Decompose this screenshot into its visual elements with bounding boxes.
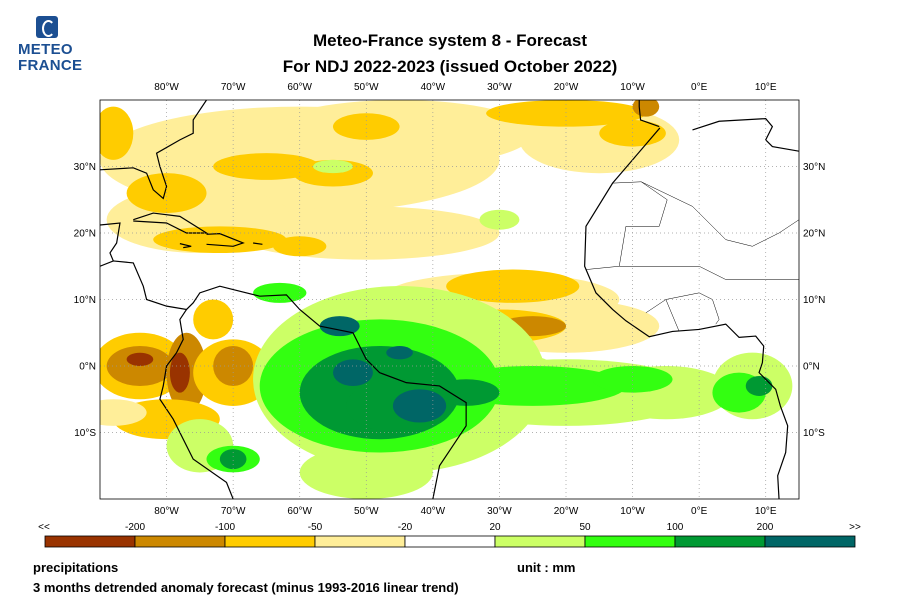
- coastline: [206, 233, 245, 247]
- lat-label-right: 10°N: [803, 295, 825, 306]
- coastline: [584, 127, 789, 499]
- anomaly-region: [219, 449, 247, 470]
- logo-icon: [36, 16, 58, 38]
- legend-swatch: [44, 535, 136, 548]
- lon-label-top: 10°E: [755, 82, 777, 93]
- lon-label-top: 20°W: [554, 82, 579, 93]
- legend-swatch: [224, 535, 316, 548]
- legend-threshold: 50: [579, 522, 591, 533]
- lon-label-bottom: 10°W: [620, 506, 645, 517]
- legend-high-end: >>: [849, 522, 861, 533]
- lat-label-right: 0°N: [803, 362, 820, 373]
- legend-low-end: <<: [38, 522, 50, 533]
- lon-label-bottom: 30°W: [487, 506, 512, 517]
- anomaly-region: [446, 269, 580, 303]
- lat-label-right: 10°S: [803, 428, 825, 439]
- lon-label-bottom: 40°W: [421, 506, 446, 517]
- legend-swatch: [314, 535, 406, 548]
- anomaly-region: [386, 346, 413, 360]
- lon-label-top: 30°W: [487, 82, 512, 93]
- country-border: [619, 266, 799, 280]
- anomaly-region: [392, 389, 447, 423]
- legend-swatch: [134, 535, 226, 548]
- anomaly-region: [253, 282, 307, 303]
- anomaly-region: [432, 379, 500, 406]
- title-line-1: Meteo-France system 8 - Forecast: [313, 31, 587, 50]
- legend-threshold: -20: [398, 522, 413, 533]
- lon-label-top: 40°W: [421, 82, 446, 93]
- legend-swatch: [584, 535, 676, 548]
- coastline: [692, 118, 799, 152]
- lon-label-bottom: 0°E: [691, 506, 708, 517]
- coastline: [133, 212, 209, 234]
- country-border: [641, 181, 799, 247]
- meteo-france-logo: METEO FRANCE: [18, 16, 84, 74]
- anomaly-region: [126, 173, 207, 214]
- lon-label-bottom: 50°W: [354, 506, 379, 517]
- lat-label-left: 10°S: [74, 428, 96, 439]
- legend-threshold: -200: [125, 522, 145, 533]
- legend-threshold: 20: [489, 522, 501, 533]
- anomaly-region: [592, 365, 673, 393]
- legend-swatch: [674, 535, 766, 548]
- lon-label-top: 50°W: [354, 82, 379, 93]
- description-label: 3 months detrended anomaly forecast (min…: [33, 580, 459, 595]
- anomaly-region: [266, 100, 533, 167]
- lon-label-top: 60°W: [287, 82, 312, 93]
- anomaly-region: [213, 346, 254, 386]
- anomaly-region: [126, 352, 154, 367]
- coastline: [159, 309, 234, 499]
- legend-threshold: -100: [215, 522, 235, 533]
- lon-label-bottom: 20°W: [554, 506, 579, 517]
- coastline: [100, 260, 467, 499]
- anomaly-region: [169, 352, 190, 393]
- legend-threshold: 100: [667, 522, 684, 533]
- anomaly-region: [100, 399, 147, 426]
- coastline: [100, 100, 208, 200]
- lon-label-top: 0°E: [691, 82, 708, 93]
- lon-label-bottom: 70°W: [221, 506, 246, 517]
- lon-label-bottom: 80°W: [154, 506, 179, 517]
- anomaly-region: [332, 359, 373, 386]
- lon-label-top: 80°W: [154, 82, 179, 93]
- coastline: [179, 243, 192, 249]
- coastline: [100, 222, 121, 262]
- lat-label-right: 20°N: [803, 229, 825, 240]
- legend-threshold: -50: [308, 522, 323, 533]
- legend-swatch: [764, 535, 856, 548]
- anomaly-region: [100, 106, 134, 160]
- anomaly-region: [332, 113, 400, 140]
- anomaly-region: [486, 100, 646, 127]
- coastline: [638, 100, 660, 128]
- legend-swatch: [404, 535, 496, 548]
- lon-label-bottom: 10°E: [755, 506, 777, 517]
- legend-swatch: [494, 535, 586, 548]
- legend-threshold: 200: [757, 522, 774, 533]
- anomaly-region: [479, 209, 520, 230]
- lat-label-left: 10°N: [74, 295, 96, 306]
- lat-label-left: 20°N: [74, 229, 96, 240]
- lat-label-right: 30°N: [803, 162, 825, 173]
- anomaly-region: [193, 299, 234, 340]
- variable-label: precipitations: [33, 560, 119, 575]
- lat-label-left: 0°N: [79, 362, 96, 373]
- color-legend: << >> -200 -100 -50 -20 20 50 100 200: [38, 522, 861, 548]
- anomaly-region: [273, 236, 327, 257]
- unit-label: unit : mm: [517, 560, 576, 575]
- lon-label-top: 10°W: [620, 82, 645, 93]
- lat-label-left: 30°N: [74, 162, 96, 173]
- lon-label-top: 70°W: [221, 82, 246, 93]
- coastline: [253, 242, 263, 245]
- title-line-2: For NDJ 2022-2023 (issued October 2022): [282, 57, 618, 76]
- country-border: [645, 299, 680, 332]
- anomaly-region: [319, 316, 360, 337]
- lon-label-bottom: 60°W: [287, 506, 312, 517]
